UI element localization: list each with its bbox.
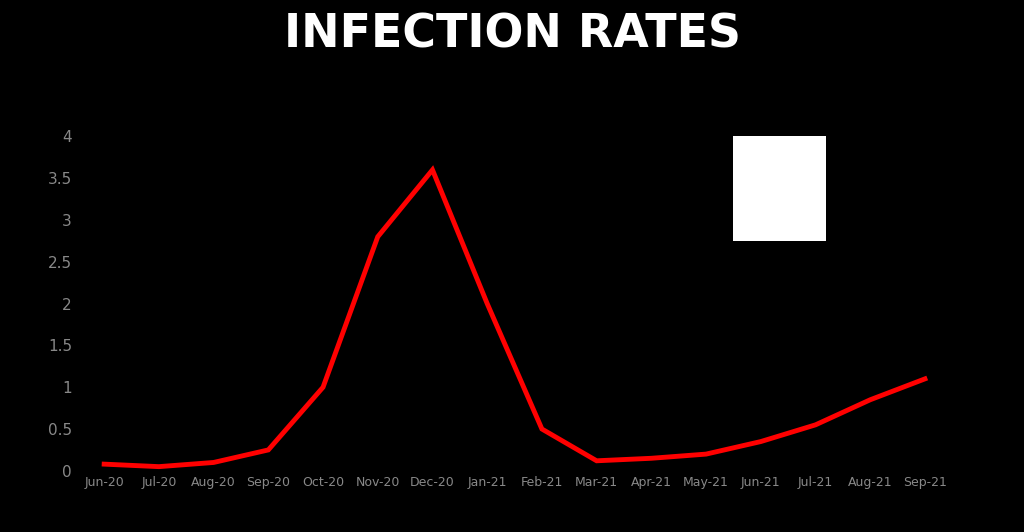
- Text: SEPTEMBER 2021: SEPTEMBER 2021: [28, 77, 233, 97]
- FancyBboxPatch shape: [733, 136, 826, 241]
- Text: INFECTION RATES: INFECTION RATES: [284, 12, 740, 57]
